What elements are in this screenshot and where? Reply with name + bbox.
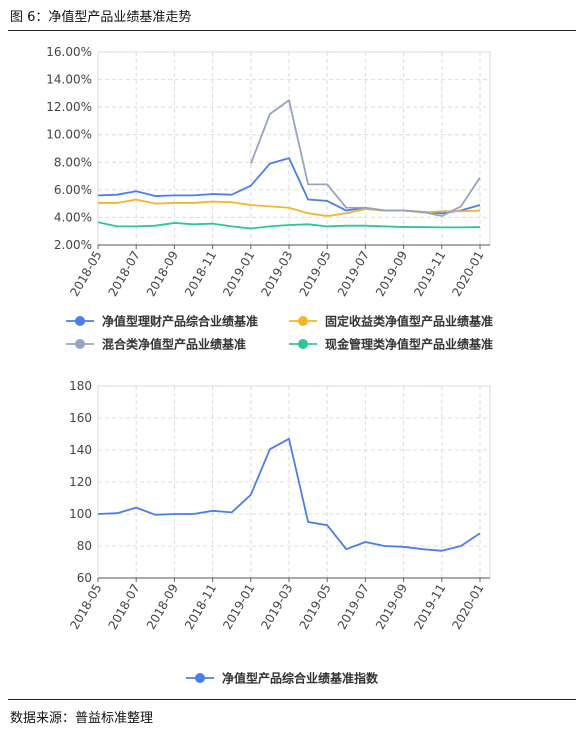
x-tick-label: 2018-09 (144, 582, 181, 632)
y-tick-label: 60 (77, 571, 92, 585)
y-tick-label: 140 (69, 443, 92, 457)
figure-title: 图 6：净值型产品业绩基准走势 (10, 10, 192, 25)
legend-marker (298, 316, 308, 326)
y-tick-label: 160 (69, 411, 92, 425)
x-tick-label: 2018-11 (182, 582, 219, 632)
x-tick-label: 2019-07 (335, 582, 372, 632)
x-tick-label: 2018-07 (106, 249, 143, 299)
y-tick-label: 16.00% (46, 45, 92, 59)
series-line-2 (249, 99, 481, 217)
x-tick-label: 2020-01 (449, 249, 486, 299)
y-tick-label: 10.00% (46, 128, 92, 142)
legend-label: 净值型理财产品综合业绩基准 (102, 314, 258, 329)
x-tick-label: 2019-09 (373, 249, 410, 299)
legend-marker (75, 316, 85, 326)
legend-label: 现金管理类净值型产品业绩基准 (325, 337, 493, 352)
x-tick-label: 2019-09 (373, 582, 410, 632)
y-tick-label: 12.00% (46, 100, 92, 114)
source-note: 数据来源：普益标准整理 (10, 711, 154, 726)
x-tick-label: 2018-11 (182, 249, 219, 299)
y-tick-label: 2.00% (54, 238, 92, 252)
x-tick-label: 2019-07 (335, 249, 372, 299)
y-tick-label: 6.00% (54, 183, 92, 197)
x-tick-label: 2019-03 (258, 582, 295, 632)
x-tick-label: 2018-07 (106, 582, 143, 632)
y-tick-label: 100 (69, 507, 92, 521)
legend-label: 固定收益类净值型产品业绩基准 (325, 314, 493, 329)
legend-marker (298, 339, 308, 349)
series-line-0 (97, 437, 481, 552)
x-tick-label: 2020-01 (449, 582, 486, 632)
x-tick-label: 2018-05 (67, 582, 104, 632)
series-line-3 (97, 221, 481, 230)
chart-performance-benchmark: 2.00% 4.00% 6.00% 8.00% 10.00% 12.00% 14.00% 16… (46, 45, 493, 352)
top-rule (8, 30, 576, 31)
x-tick-label: 2019-01 (220, 249, 257, 299)
x-tick-label: 2019-01 (220, 582, 257, 632)
x-tick-label: 2019-11 (411, 582, 448, 632)
x-tick-label: 2019-03 (258, 249, 295, 299)
y-tick-label: 14.00% (46, 73, 92, 87)
bottom-rule (8, 699, 576, 700)
legend-marker (195, 673, 205, 683)
x-tick-label: 2018-09 (144, 249, 181, 299)
x-tick-label: 2019-05 (297, 249, 334, 299)
y-tick-label: 80 (77, 539, 92, 553)
chart-benchmark-index: 60 80 100 120 140 160 180 2018-05 2018-07 2018-09… (67, 379, 491, 686)
legend-marker (75, 339, 85, 349)
x-tick-label: 2019-05 (297, 582, 334, 632)
legend-label: 混合类净值型产品业绩基准 (102, 337, 246, 352)
x-tick-label: 2018-05 (67, 249, 104, 299)
legend-label: 净值型产品综合业绩基准指数 (222, 671, 379, 686)
y-tick-label: 8.00% (54, 155, 92, 169)
y-tick-label: 180 (69, 379, 92, 393)
y-tick-label: 4.00% (54, 210, 92, 224)
y-tick-label: 120 (69, 475, 92, 489)
x-tick-label: 2019-11 (411, 249, 448, 299)
plot-frame (97, 51, 491, 246)
